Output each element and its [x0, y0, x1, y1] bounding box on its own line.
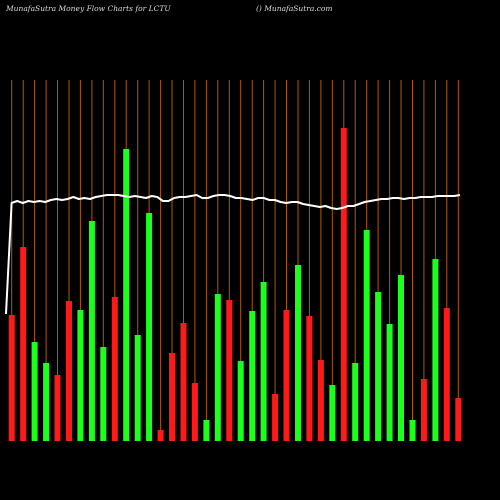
money-flow-bar: [398, 275, 404, 441]
money-flow-bar: [8, 315, 15, 441]
money-flow-bar: [226, 300, 233, 441]
money-flow-bar: [420, 379, 427, 441]
money-flow-bar: [409, 420, 416, 441]
money-flow-bar: [88, 221, 95, 441]
money-flow-bar: [260, 282, 267, 441]
money-flow-bar: [134, 335, 141, 441]
money-flow-bar: [31, 342, 38, 441]
money-flow-bar: [295, 265, 301, 441]
money-flow-bar: [66, 301, 72, 441]
money-flow-bar: [77, 310, 84, 441]
money-flow-bar: [340, 128, 347, 441]
money-flow-bar: [157, 430, 164, 441]
money-flow-bar: [180, 323, 187, 441]
money-flow-bar: [363, 230, 370, 441]
money-flow-bar: [20, 247, 27, 441]
money-flow-bar: [272, 394, 279, 441]
money-flow-bar: [191, 383, 198, 441]
trend-line: [5, 194, 461, 315]
money-flow-bar: [214, 294, 221, 441]
chart-title-right: () MunafaSutra.com: [256, 4, 333, 13]
money-flow-bar: [375, 292, 382, 441]
chart-title-left: MunafaSutra Money Flow Charts for LCTU: [6, 4, 171, 13]
money-flow-bar: [111, 297, 118, 441]
money-flow-bar: [249, 311, 256, 441]
money-flow-bar: [352, 363, 359, 441]
money-flow-bar: [443, 308, 450, 441]
money-flow-bar: [43, 363, 50, 441]
money-flow-bar: [306, 316, 313, 441]
money-flow-bar: [283, 310, 290, 441]
money-flow-bar: [100, 347, 107, 441]
trend-line-layer: [5, 194, 461, 315]
money-flow-bar: [386, 324, 393, 441]
money-flow-bar: [317, 360, 324, 441]
money-flow-bar: [123, 149, 130, 441]
money-flow-bar: [237, 361, 244, 441]
money-flow-bar: [146, 213, 153, 441]
money-flow-bar: [169, 353, 175, 441]
money-flow-bar: [329, 385, 336, 441]
money-flow-bar: [203, 420, 210, 441]
money-flow-bar: [54, 375, 61, 441]
money-flow-bar: [432, 259, 439, 441]
money-flow-bar: [455, 398, 462, 441]
bars: [8, 128, 462, 441]
